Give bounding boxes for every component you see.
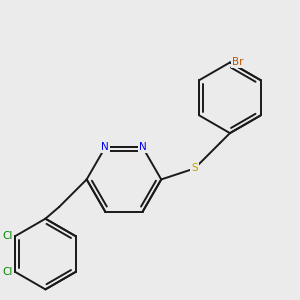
Text: Cl: Cl bbox=[2, 267, 13, 277]
Text: N: N bbox=[139, 142, 146, 152]
Text: N: N bbox=[101, 142, 109, 152]
Text: S: S bbox=[191, 164, 198, 173]
Text: Br: Br bbox=[232, 58, 243, 68]
Text: Cl: Cl bbox=[2, 231, 13, 242]
